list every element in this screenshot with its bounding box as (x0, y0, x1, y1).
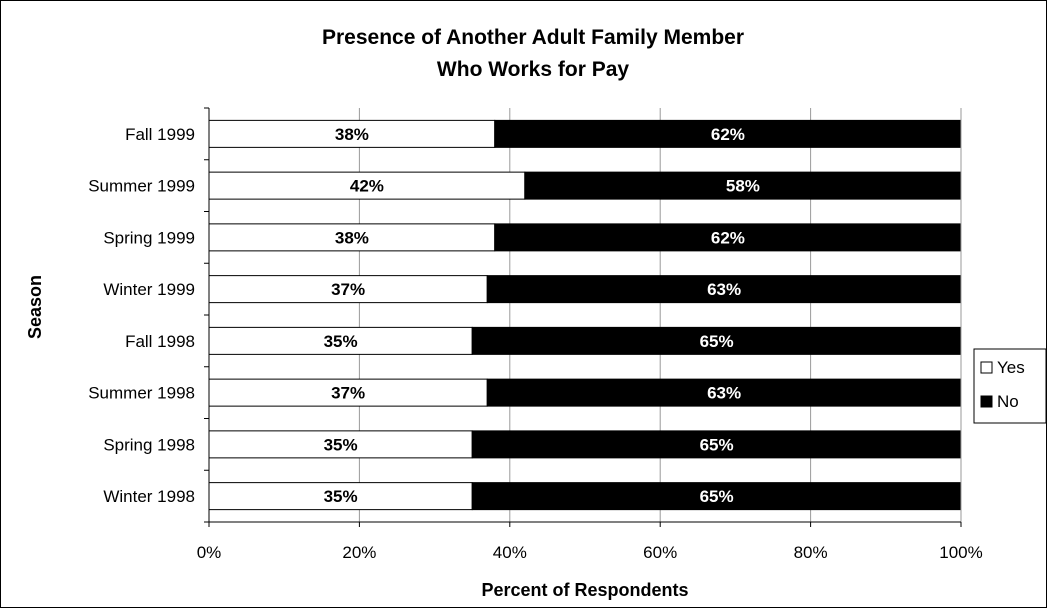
data-label: 63% (707, 280, 741, 299)
data-label: 58% (726, 177, 760, 196)
category-label: Fall 1999 (125, 125, 195, 144)
bar-segment (494, 119, 962, 148)
x-tick-label: 80% (794, 543, 828, 562)
data-label: 35% (324, 487, 358, 506)
bar-segment (208, 326, 473, 355)
data-label: 42% (350, 177, 384, 196)
x-tick-label: 100% (939, 543, 982, 562)
data-label: 62% (711, 228, 745, 247)
bar-segment (208, 119, 496, 148)
data-label: 62% (711, 125, 745, 144)
bars: 38% 62% 42% 58% 38% 62% 37% 63% 35% 65% 37% 63% 35% 6… (208, 119, 962, 511)
y-axis-title: Season (25, 275, 45, 339)
bar-segment (208, 171, 526, 200)
data-label: 63% (707, 384, 741, 403)
data-label: 37% (331, 280, 365, 299)
gridlines (358, 108, 812, 522)
category-label: Spring 1998 (103, 435, 195, 454)
x-tick-label: 60% (643, 543, 677, 562)
axes: Fall 1999 Summer 1999 Spring 1999 Winter 19… (88, 107, 983, 562)
data-label: 37% (331, 384, 365, 403)
category-label: Fall 1998 (125, 332, 195, 351)
category-label: Spring 1999 (103, 228, 195, 247)
chart-title-line-1: Presence of Another Adult Family Member (322, 26, 744, 49)
legend-swatch (980, 395, 993, 408)
bar-segment (494, 223, 962, 252)
chart-title-line-2: Who Works for Pay (437, 58, 629, 81)
data-label: 35% (324, 435, 358, 454)
data-label: 35% (324, 332, 358, 351)
category-label: Winter 1998 (103, 487, 195, 506)
category-label: Summer 1999 (88, 177, 195, 196)
bar-segment (486, 378, 962, 407)
bar-segment (471, 430, 962, 459)
bar-segment (524, 171, 962, 200)
bar-segment (471, 326, 962, 355)
legend-label: Yes (997, 358, 1025, 377)
category-label: Winter 1999 (103, 280, 195, 299)
legend-swatch (980, 361, 993, 374)
data-label: 38% (335, 228, 369, 247)
data-label: 65% (700, 435, 734, 454)
legend-label: No (997, 392, 1019, 411)
x-tick-label: 20% (342, 543, 376, 562)
legend-box (973, 348, 1046, 424)
data-label: 38% (335, 125, 369, 144)
bar-segment (208, 430, 473, 459)
data-label: 65% (700, 332, 734, 351)
x-tick-label: 0% (197, 543, 222, 562)
legend: Yes No (973, 348, 1046, 424)
category-label: Summer 1998 (88, 384, 195, 403)
x-axis-title: Percent of Respondents (481, 580, 688, 600)
data-label: 65% (700, 487, 734, 506)
x-tick-label: 40% (493, 543, 527, 562)
